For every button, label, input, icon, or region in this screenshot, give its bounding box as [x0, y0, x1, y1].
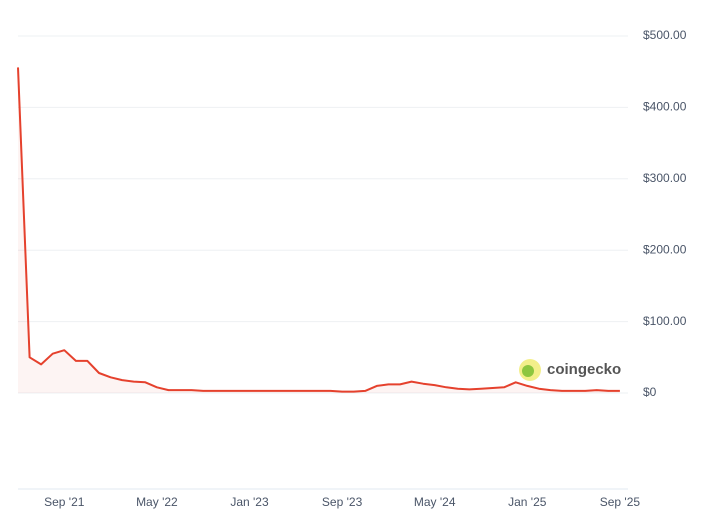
watermark-text: coingecko	[547, 361, 621, 378]
price-line	[17, 67, 620, 393]
x-tick-label: Jan '25	[508, 495, 547, 509]
x-tick-label: May '24	[414, 495, 456, 509]
watermark: coingecko	[519, 359, 621, 381]
plot: $0 $100.00 $200.00 $300.00 $400.00 $500.00 Sep…	[17, 28, 687, 509]
area	[18, 67, 620, 394]
y-tick-label: $0	[643, 385, 657, 399]
logo-inner	[522, 365, 534, 377]
y-tick-label: $100.00	[643, 314, 687, 328]
x-tick-label: Sep '21	[44, 495, 85, 509]
x-tick-label: Sep '23	[322, 495, 363, 509]
y-tick-label: $200.00	[643, 242, 687, 256]
y-tick-label: $400.00	[643, 100, 687, 114]
x-tick-label: Jan '23	[230, 495, 269, 509]
y-tick-label: $500.00	[643, 28, 687, 42]
x-tick-label: May '22	[136, 495, 178, 509]
x-tick-label: Sep '25	[600, 495, 641, 509]
y-tick-label: $300.00	[643, 171, 687, 185]
